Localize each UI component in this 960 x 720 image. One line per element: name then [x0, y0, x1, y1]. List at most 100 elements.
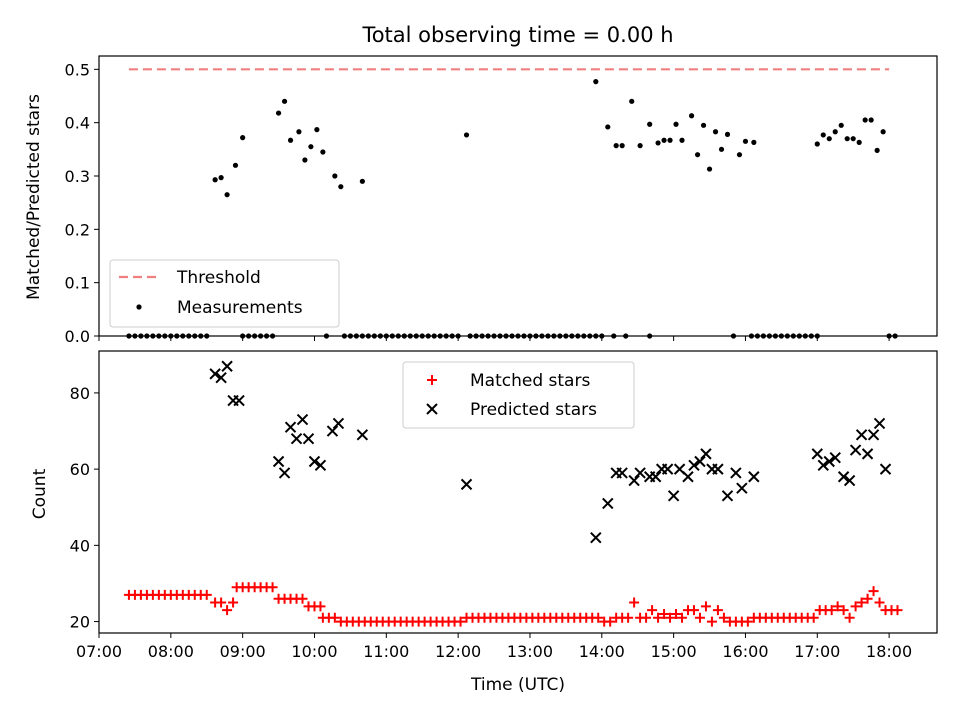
measurement-point [790, 333, 796, 339]
measurement-point [371, 333, 377, 339]
measurement-point [302, 157, 308, 163]
matched-star-point [267, 582, 278, 593]
matched-star-point [653, 612, 664, 623]
predicted-star-point [867, 429, 880, 441]
measurement-point [323, 333, 330, 339]
predicted-star-point [233, 394, 245, 407]
measurement-point [647, 333, 653, 339]
measurement-point [784, 333, 790, 339]
measurement-point [667, 137, 673, 143]
measurement-point [491, 333, 497, 339]
measurement-point [712, 129, 719, 135]
matched-star-point [665, 612, 676, 623]
measurement-point [593, 79, 599, 85]
measurement-point [754, 333, 761, 339]
measurement-point [700, 122, 707, 128]
matched-star-point [838, 605, 849, 616]
matched-star-point [706, 616, 717, 627]
predicted-star-point [314, 459, 327, 472]
measurement-point [425, 333, 431, 339]
x-tick-label: 07:00 [76, 642, 122, 661]
y-tick-label: 0.0 [65, 327, 90, 346]
measurement-point [820, 132, 826, 138]
measurement-point [880, 129, 886, 135]
measurement-point [730, 333, 737, 339]
measurement-point [742, 138, 749, 144]
measurement-point [673, 121, 679, 127]
x-tick-label: 13:00 [507, 642, 553, 661]
measurement-point [150, 333, 156, 339]
measurement-point [144, 333, 150, 339]
predicted-star-point [823, 455, 835, 468]
x-axis-label: Time (UTC) [470, 675, 565, 695]
matched-star-point [718, 612, 729, 623]
legend-predicted-label: Predicted stars [470, 400, 597, 420]
matched-star-point [892, 605, 903, 616]
x-tick-label: 11:00 [363, 642, 409, 661]
measurement-point [287, 137, 294, 143]
measurement-point [320, 149, 326, 155]
legend-matched-swatch [427, 375, 437, 385]
measurement-point [479, 333, 485, 339]
measurement-point [563, 333, 569, 339]
measurement-point [252, 333, 258, 339]
y-tick-label: 0.2 [65, 220, 90, 239]
measurement-point [862, 117, 868, 123]
measurement-point [198, 333, 204, 339]
predicted-star-point [736, 482, 748, 494]
measurement-point [353, 333, 359, 339]
y-tick-label: 0.4 [65, 114, 90, 133]
measurement-point [359, 178, 365, 184]
measurement-point [856, 139, 862, 145]
measurement-point [332, 173, 338, 179]
predicted-star-point [296, 413, 309, 426]
predicted-star-point [326, 425, 339, 437]
top-y-axis-label: Matched/Predicted stars [24, 94, 44, 300]
measurement-point [443, 333, 449, 339]
matched-star-point [688, 605, 699, 616]
measurement-point [619, 143, 625, 149]
legend-threshold-label: Threshold [176, 268, 261, 288]
matched-star-point [329, 612, 340, 623]
measurement-point [132, 333, 138, 339]
matched-star-point [832, 601, 843, 612]
measurement-point [551, 333, 557, 339]
measurement-point [874, 147, 880, 153]
figure-title: Total observing time = 0.00 h [361, 23, 673, 47]
y-tick-label: 80 [70, 384, 90, 403]
y-tick-label: 0.5 [65, 60, 90, 79]
matched-star-point [862, 593, 873, 604]
measurement-point [407, 333, 413, 339]
legend-measurements-label: Measurements [177, 298, 303, 318]
x-tick-label: 08:00 [148, 642, 194, 661]
matched-star-point [712, 605, 723, 616]
measurement-point [308, 144, 314, 150]
measurement-point [413, 333, 419, 339]
measurement-point [449, 333, 455, 339]
predicted-star-point [308, 455, 321, 468]
matched-star-point [222, 605, 233, 616]
matched-star-point [593, 612, 604, 623]
measurement-point [240, 135, 246, 141]
measurement-point [802, 333, 808, 339]
measurement-point [377, 333, 383, 339]
measurement-point [838, 122, 844, 128]
measurement-point [156, 333, 162, 339]
measurement-point [485, 333, 491, 339]
predicted-star-point [817, 459, 829, 472]
predicted-star-point [628, 474, 640, 487]
predicted-star-point [843, 474, 856, 487]
predicted-star-point [661, 463, 674, 475]
predicted-star-point [811, 448, 823, 460]
measurement-point [611, 333, 617, 339]
measurement-point [419, 333, 425, 339]
bottom-panel: 20 40 60 80 07:00 08:00 09:00 10:00 11:00 12:00 13… [70, 350, 938, 661]
y-tick-label: 60 [70, 460, 90, 479]
bottom-y-axis-label: Count [30, 468, 50, 519]
measurement-point [527, 333, 533, 339]
x-tick-label: 18:00 [866, 642, 912, 661]
measurement-point [886, 333, 892, 339]
x-tick-label: 09:00 [220, 642, 266, 661]
matched-star-point [605, 616, 616, 627]
measurement-point [679, 137, 685, 143]
